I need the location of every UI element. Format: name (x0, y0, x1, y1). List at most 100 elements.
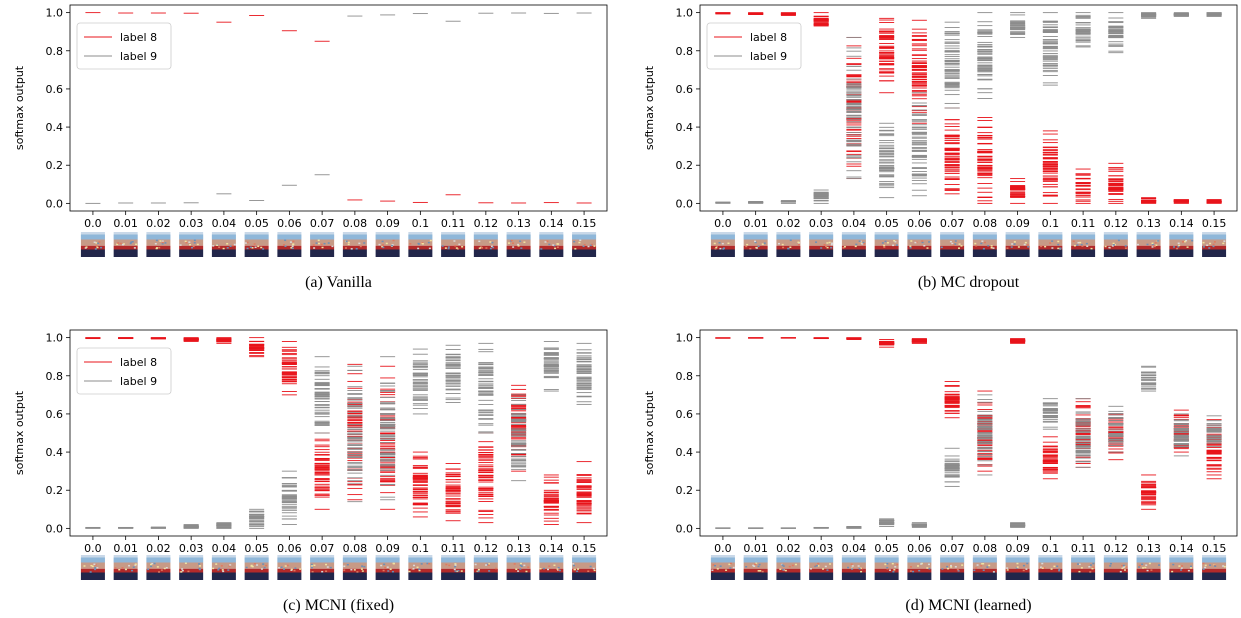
thumbnail-speck (1124, 247, 1127, 249)
thumbnail-speck (892, 244, 895, 247)
thumbnail-speck (1056, 565, 1059, 568)
thumbnail-speck (227, 569, 230, 571)
thumbnail-red-band (1202, 568, 1227, 573)
thumbnail-dark (506, 572, 531, 580)
thumbnail-dark (1136, 572, 1161, 580)
thumbnail-speck (392, 562, 395, 565)
x-tick-label: 0.13 (1136, 217, 1161, 230)
thumbnail-speck (355, 248, 358, 250)
thumbnail-speck (719, 565, 722, 567)
thumbnail-speck (861, 243, 864, 245)
thumbnail-speck (510, 239, 513, 242)
thumbnail-red-band (874, 568, 899, 573)
thumbnail-dark (907, 249, 932, 257)
y-tick-label: 0.2 (676, 159, 694, 172)
thumbnail-speck (814, 565, 817, 568)
thumbnail-speck (1136, 243, 1139, 246)
y-tick-label: 0.4 (676, 121, 694, 134)
thumbnail-speck (958, 243, 961, 245)
thumbnail-speck (250, 564, 253, 567)
thumbnail-speck (421, 243, 424, 245)
thumbnail-speck (976, 564, 979, 566)
thumbnail-speck (548, 565, 551, 567)
thumbnail-dark (1169, 249, 1194, 257)
image-thumbnail (408, 232, 433, 257)
thumbnail-speck (557, 569, 560, 571)
thumbnail-middle (277, 562, 302, 569)
thumbnail-speck (1124, 245, 1127, 247)
thumbnail-speck (386, 566, 389, 568)
thumbnail-speck (485, 564, 488, 566)
image-thumbnail (342, 555, 367, 580)
x-tick-label: 0.07 (940, 217, 965, 230)
x-tick-label: 0.14 (539, 217, 564, 230)
thumbnail-speck (593, 569, 596, 572)
thumbnail-speck (987, 244, 990, 247)
thumbnail-speck (556, 246, 559, 248)
y-tick-label: 0.4 (676, 446, 694, 459)
thumbnail-speck (886, 562, 889, 565)
image-thumbnail (146, 555, 171, 580)
thumbnail-speck (444, 247, 447, 249)
legend-label: label 9 (120, 50, 157, 63)
thumbnail-speck (1073, 244, 1076, 247)
image-thumbnail (277, 232, 302, 257)
thumbnail-speck (921, 240, 924, 242)
thumbnail-speck (265, 564, 268, 567)
thumbnail-speck (329, 566, 332, 569)
thumbnail-sky-band (310, 234, 335, 240)
thumbnail-speck (753, 565, 756, 567)
x-tick-label: 0.09 (1005, 217, 1030, 230)
image-thumbnail (972, 555, 997, 580)
thumbnail-speck (229, 245, 232, 247)
thumbnail-speck (891, 562, 894, 565)
thumbnail-middle (277, 239, 302, 246)
thumbnail-speck (755, 246, 758, 249)
thumbnail-middle (1071, 562, 1096, 569)
thumbnail-speck (260, 568, 263, 570)
thumbnail-red-band (310, 568, 335, 573)
x-tick-label: 0.01 (113, 542, 138, 555)
thumbnail-speck (1185, 239, 1188, 242)
legend-label: label 9 (120, 375, 157, 388)
thumbnail-sky-band (506, 557, 531, 563)
thumbnail-speck (1122, 566, 1125, 569)
thumbnail-speck (161, 242, 164, 245)
thumbnail-red-band (342, 245, 367, 250)
thumbnail-speck (1043, 567, 1046, 569)
x-tick-label: 0.03 (809, 542, 834, 555)
thumbnail-middle (776, 562, 801, 569)
thumbnail-speck (154, 243, 157, 245)
thumbnail-red-band (809, 568, 834, 573)
series-label-9 (85, 340, 592, 529)
thumbnail-speck (457, 569, 460, 572)
thumbnail-speck (1109, 565, 1112, 567)
x-tick-label: 0.04 (212, 542, 237, 555)
thumbnail-middle (907, 562, 932, 569)
image-thumbnail (506, 232, 531, 257)
thumbnail-speck (1051, 247, 1054, 249)
thumbnail-speck (1091, 567, 1094, 570)
thumbnail-speck (986, 566, 989, 568)
thumbnail-red-band (776, 245, 801, 250)
thumbnail-speck (291, 245, 294, 247)
thumbnail-sky-band (907, 557, 932, 563)
x-tick-label: 0.14 (1169, 217, 1194, 230)
thumbnail-speck (763, 242, 766, 244)
chart-caption: (c) MCNI (fixed) (283, 597, 394, 614)
thumbnail-speck (894, 566, 897, 568)
thumbnail-speck (380, 564, 383, 567)
thumbnail-speck (1212, 243, 1215, 246)
thumbnail-speck (592, 567, 595, 570)
thumbnail-speck (830, 243, 833, 246)
thumbnail-red-band (572, 245, 597, 250)
thumbnail-speck (94, 564, 97, 566)
image-thumbnail (244, 555, 269, 580)
thumbnail-speck (711, 569, 714, 571)
thumbnail-speck (729, 562, 732, 565)
thumbnail-sky-band (179, 557, 204, 563)
thumbnail-speck (1173, 246, 1176, 248)
x-tick-label: 0.09 (375, 217, 400, 230)
thumbnail-dark (940, 249, 965, 257)
thumbnail-sky-band (743, 234, 768, 240)
